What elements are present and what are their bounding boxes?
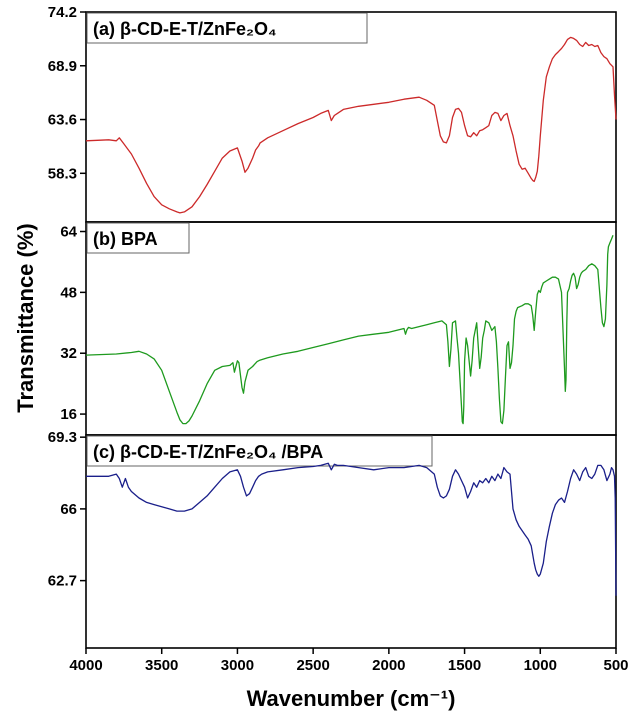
- spectrum-line-panel-3: [86, 462, 617, 596]
- y-tick-label: 32: [60, 345, 77, 362]
- panel-a-title-box: [86, 12, 368, 44]
- spectrum-line-panel-1: [85, 36, 617, 214]
- panel-a-title-group: (a) β-CD-E-T/ZnFe₂O₄: [86, 12, 368, 44]
- y-tick-label: 74.2: [48, 4, 77, 21]
- panel-a-title: (a) β-CD-E-T/ZnFe₂O₄: [93, 19, 277, 39]
- panel-c-title: (c) β-CD-E-T/ZnFe₂O₄ /BPA: [93, 442, 323, 462]
- x-tick-label: 3500: [145, 657, 178, 674]
- x-tick-label: 1500: [448, 657, 481, 674]
- x-tick-label: 1000: [524, 657, 557, 674]
- panel-c-title-group: (c) β-CD-E-T/ZnFe₂O₄ /BPA: [86, 435, 433, 467]
- panel-b-title: (b) BPA: [93, 229, 158, 249]
- series-layer: [85, 36, 617, 596]
- panel-c-title-box: [86, 435, 433, 467]
- y-tick-label: 68.9: [48, 58, 77, 75]
- spectrum-line-panel-2: [85, 235, 614, 425]
- x-tick-label: 500: [603, 657, 628, 674]
- x-tick-label: 4000: [69, 657, 102, 674]
- panel-b-title-group: (b) BPA: [86, 222, 190, 254]
- y-tick-label: 69.3: [48, 429, 77, 446]
- panel-b-title-box: [86, 222, 190, 254]
- y-tick-label: 62.7: [48, 573, 77, 590]
- x-tick-label: 2500: [296, 657, 329, 674]
- y-tick-label: 63.6: [48, 112, 77, 129]
- x-tick-label: 2000: [372, 657, 405, 674]
- x-tick-label: 3000: [221, 657, 254, 674]
- y-tick-label: 16: [60, 406, 77, 423]
- y-tick-label: 64: [60, 224, 77, 241]
- ticks-layer: 4000 3500 3000 2500 2000 1500 1000 500 58.3 63.6 6…: [48, 4, 629, 674]
- y-tick-label: 58.3: [48, 165, 77, 182]
- x-axis-title: Wavenumber (cm⁻¹): [247, 686, 456, 711]
- panel-b-frame: [85, 221, 617, 436]
- y-axis-title: Transmittance (%): [13, 223, 38, 413]
- y-tick-label: 66: [60, 501, 77, 518]
- y-tick-label: 48: [60, 284, 77, 301]
